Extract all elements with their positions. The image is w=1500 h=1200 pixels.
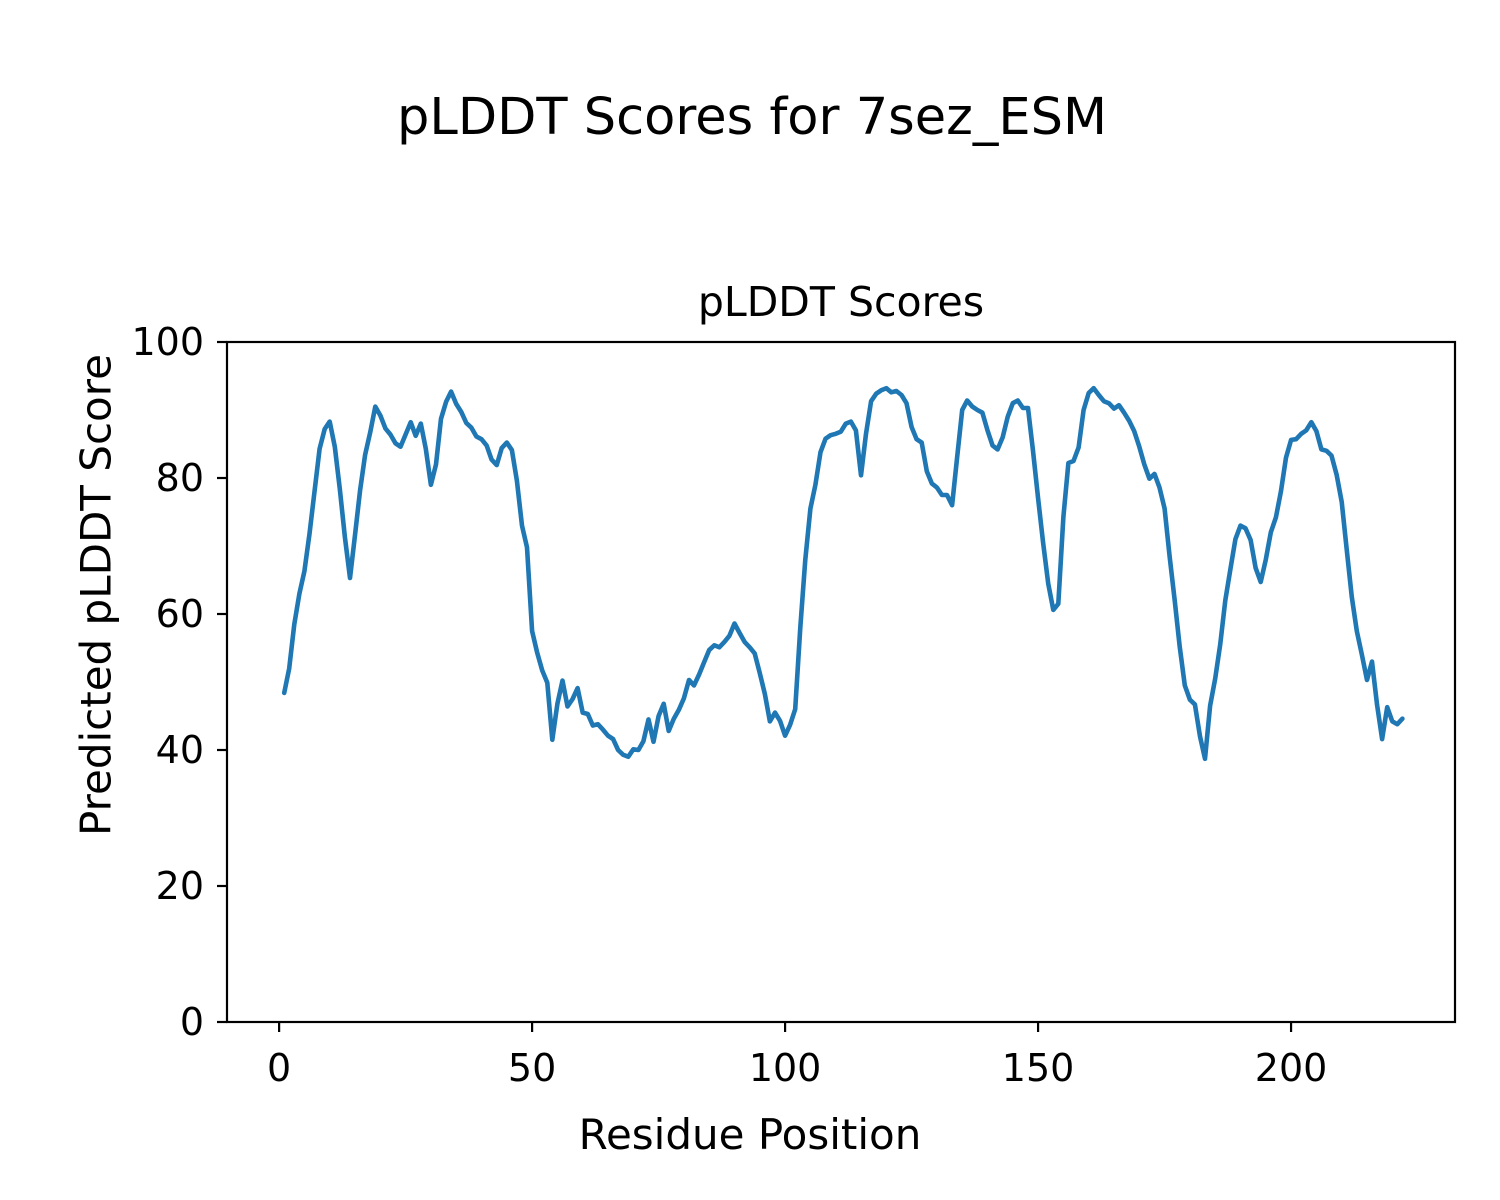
y-tick-label: 0	[179, 1000, 204, 1044]
y-tick-label: 60	[155, 592, 204, 636]
y-tick-label: 20	[155, 864, 204, 908]
plddt-line	[281, 385, 1405, 762]
y-tick-label: 100	[131, 320, 204, 364]
figure-title: pLDDT Scores for 7sez_ESM	[397, 88, 1107, 147]
x-axis-label: Residue Position	[578, 1110, 922, 1159]
x-tick-label: 150	[1001, 1046, 1075, 1090]
x-tick-label: 100	[748, 1046, 822, 1090]
x-tick-label: 50	[507, 1046, 557, 1090]
plot-border	[225, 340, 1457, 1024]
x-tick-label: 0	[267, 1046, 292, 1090]
tick-marks	[217, 340, 1293, 1032]
axes-title: pLDDT Scores	[697, 278, 985, 326]
y-tick-label: 40	[155, 728, 204, 772]
x-tick-label: 200	[1254, 1046, 1328, 1090]
y-tick-label: 80	[155, 456, 204, 500]
